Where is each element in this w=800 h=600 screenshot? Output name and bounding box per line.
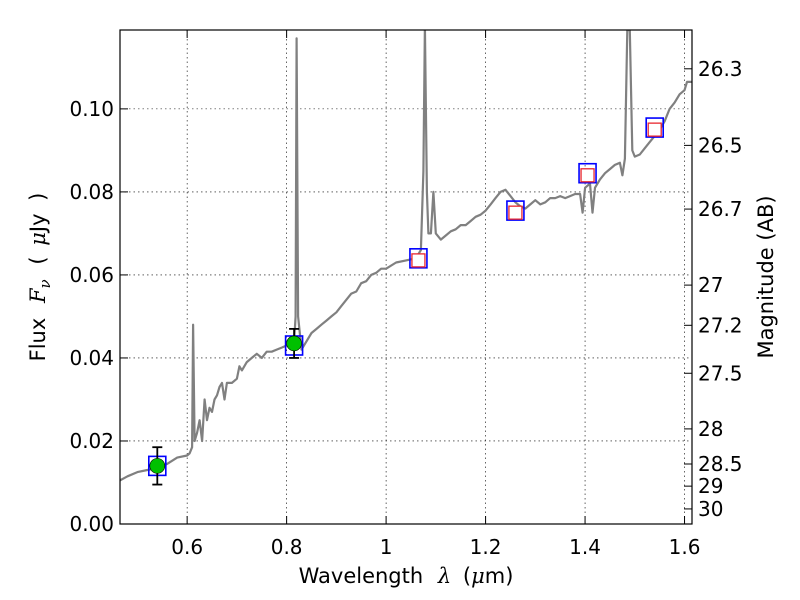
x-tick-label: 1.2	[470, 535, 502, 559]
mag-tick-label: 27	[698, 273, 723, 297]
model-flux-square	[645, 117, 664, 138]
observed-flux-square	[411, 253, 426, 268]
y2-axis-label: Magnitude (AB)	[754, 195, 778, 358]
observed-flux-square	[508, 205, 523, 220]
model-flux-square	[506, 200, 525, 221]
spectrum-layer	[120, 30, 692, 482]
plot-frame	[119, 29, 693, 525]
y-tick-label: 0.04	[69, 346, 114, 370]
tick-layer: 0.6 0.8 1 1.2 1.4 1.6 0.00 0.02 0.04 0.06 0.08 0.10…	[69, 30, 743, 559]
marker-layer	[148, 117, 664, 486]
x-tick-label: 1.4	[569, 535, 601, 559]
x-axis-label: Wavelength λ (μm)	[299, 564, 514, 588]
mag-tick-label: 28.5	[698, 452, 743, 476]
mag-tick-label: 29	[698, 474, 723, 498]
mag-tick-label: 30	[698, 497, 723, 521]
y-axis-label: Flux Fν ( μJy )	[26, 193, 55, 362]
model-flux-square	[409, 248, 428, 269]
grid-layer	[120, 30, 692, 525]
mag-tick-label: 27.2	[698, 313, 743, 337]
x-tick-label: 0.6	[171, 535, 203, 559]
detection-point	[149, 458, 166, 474]
y-tick-label: 0.02	[69, 429, 114, 453]
observed-flux-square	[580, 168, 595, 183]
x-tick-label: 1	[380, 535, 393, 559]
y-tick-label: 0.08	[69, 180, 114, 204]
mag-tick-label: 26.7	[698, 197, 743, 221]
y-tick-label: 0.10	[69, 97, 114, 121]
mag-tick-label: 26.5	[698, 133, 743, 157]
x-tick-label: 1.6	[669, 535, 701, 559]
x-tick-label: 0.8	[271, 535, 303, 559]
mag-tick-label: 28	[698, 417, 723, 441]
detection-point	[286, 335, 302, 352]
observed-flux-square	[647, 122, 662, 137]
mag-tick-label: 27.5	[698, 361, 743, 385]
model-flux-square	[578, 162, 597, 184]
mag-tick-label: 26.3	[698, 57, 743, 81]
y-tick-label: 0.00	[69, 512, 114, 536]
spectrum-line	[120, 30, 692, 482]
y-tick-label: 0.06	[69, 263, 114, 287]
